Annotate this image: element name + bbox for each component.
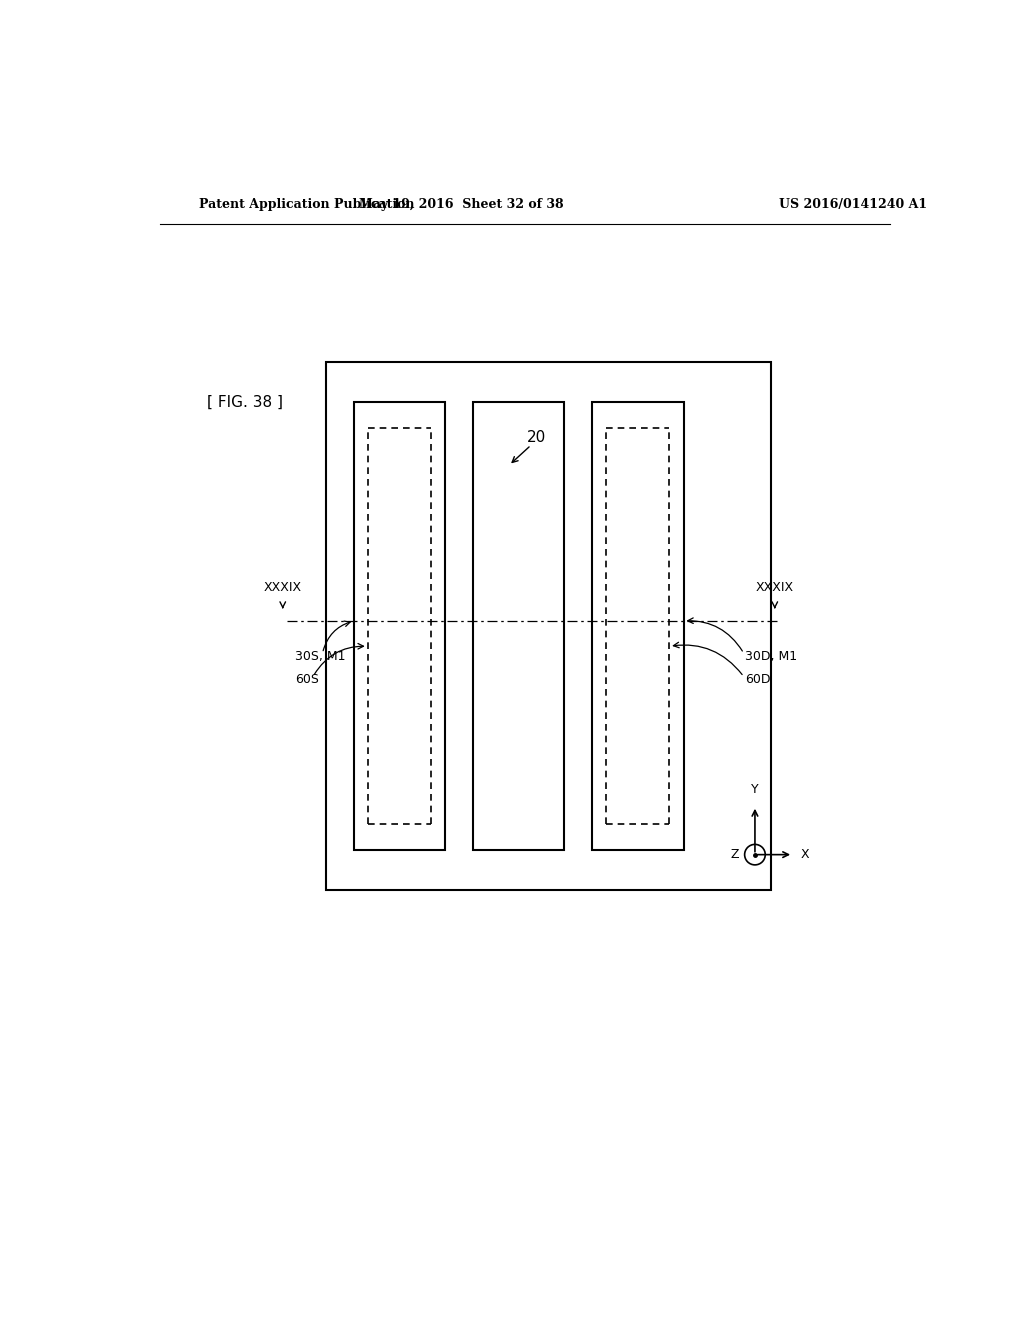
Text: Y: Y xyxy=(752,783,759,796)
Text: 60S: 60S xyxy=(295,673,318,686)
Text: XXXIX: XXXIX xyxy=(264,581,302,594)
Text: Patent Application Publication: Patent Application Publication xyxy=(200,198,415,211)
Text: [ FIG. 38 ]: [ FIG. 38 ] xyxy=(207,395,284,409)
Text: X: X xyxy=(801,849,810,861)
Text: May 19, 2016  Sheet 32 of 38: May 19, 2016 Sheet 32 of 38 xyxy=(359,198,563,211)
Text: US 2016/0141240 A1: US 2016/0141240 A1 xyxy=(778,198,927,211)
Bar xyxy=(327,362,771,890)
Text: XXXIX: XXXIX xyxy=(756,581,794,594)
Bar xyxy=(354,403,445,850)
Text: 60D: 60D xyxy=(745,673,771,686)
Bar xyxy=(473,403,564,850)
Bar xyxy=(592,403,684,850)
Text: 30S, M1: 30S, M1 xyxy=(295,649,345,663)
Text: 20: 20 xyxy=(527,430,547,445)
Text: Z: Z xyxy=(730,849,739,861)
Text: 30D, M1: 30D, M1 xyxy=(745,649,798,663)
